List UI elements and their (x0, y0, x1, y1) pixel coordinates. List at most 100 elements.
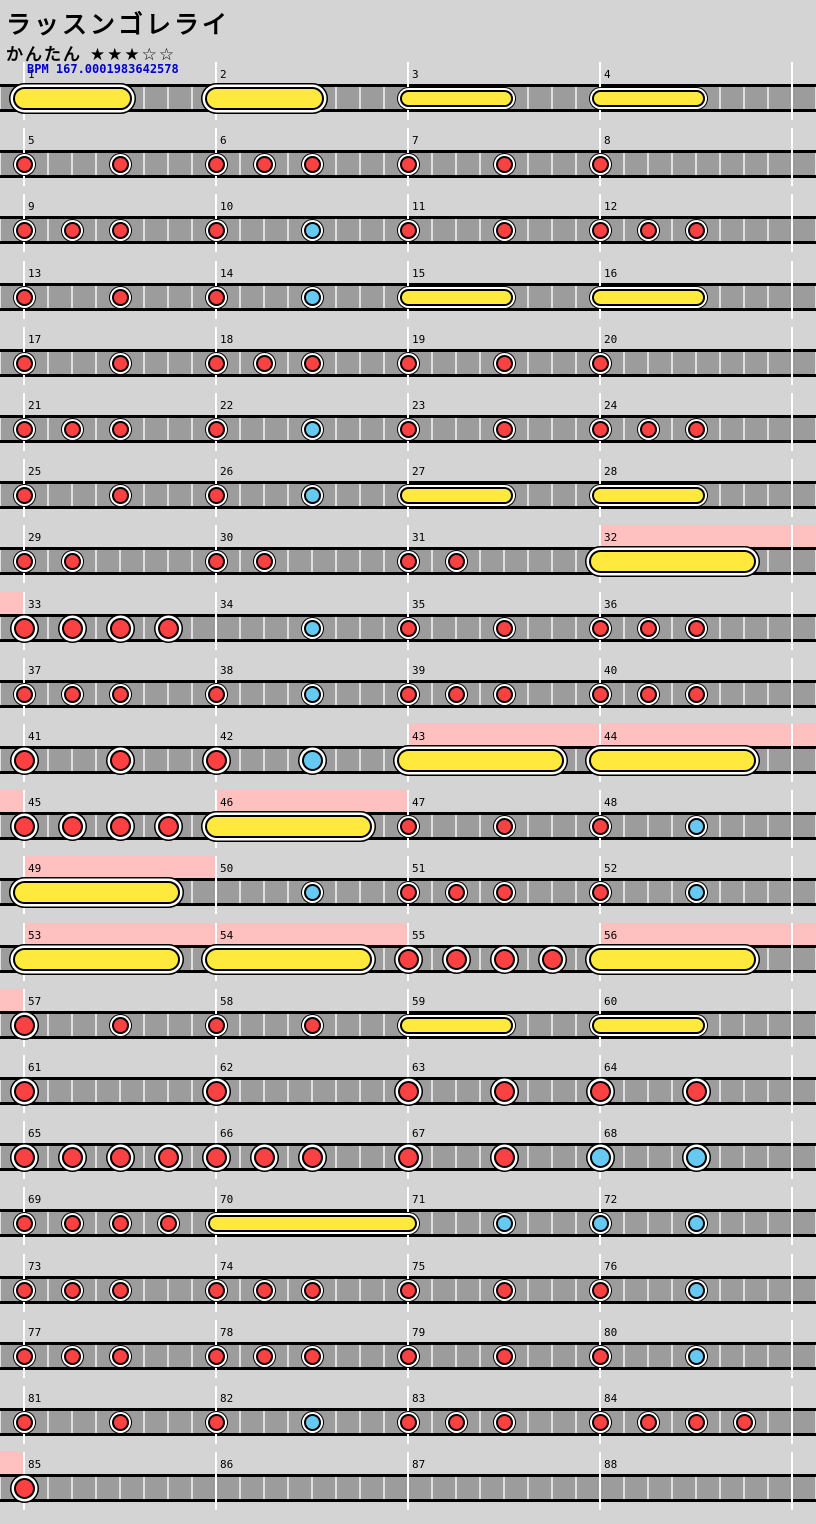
beat-line (383, 484, 385, 506)
don-note (639, 619, 657, 637)
beat-line (311, 1080, 313, 1102)
beat-line (767, 1411, 769, 1433)
beat-line (191, 815, 193, 837)
measure-number: 55 (412, 929, 426, 942)
measure-number: 47 (412, 796, 426, 809)
beat-line (623, 153, 625, 175)
don-note (303, 1281, 321, 1299)
don-note-big (109, 617, 131, 639)
beat-line (431, 1279, 433, 1301)
beat-line (191, 617, 193, 639)
beat-line (0, 219, 1, 241)
beat-line (167, 87, 169, 109)
don-note (399, 883, 417, 901)
beat-line (47, 352, 49, 374)
beat-line (551, 815, 553, 837)
gogo-time-strip (792, 923, 816, 945)
beat-line (767, 683, 769, 705)
beat-line (479, 1411, 481, 1433)
beat-line (359, 418, 361, 440)
beat-line (383, 1411, 385, 1433)
measure-number: 58 (220, 995, 234, 1008)
beat-line (551, 286, 553, 308)
don-note (15, 288, 33, 306)
don-note (687, 685, 705, 703)
beat-line (263, 617, 265, 639)
beat-line (671, 617, 673, 639)
don-note (591, 883, 609, 901)
don-note (207, 685, 225, 703)
measure-number: 67 (412, 1127, 426, 1140)
measure-number: 88 (604, 1458, 618, 1471)
beat-line (0, 1080, 1, 1102)
beat-line (143, 1212, 145, 1234)
beat-line (263, 1411, 265, 1433)
measure-line (791, 1452, 793, 1510)
beat-line (263, 219, 265, 241)
beat-line (239, 1080, 241, 1102)
beat-line (191, 286, 193, 308)
beat-line (503, 1477, 505, 1499)
beat-line (623, 881, 625, 903)
don-note (207, 354, 225, 372)
beat-line (767, 1345, 769, 1367)
don-note (207, 486, 225, 504)
beat-line (95, 550, 97, 572)
beat-line (647, 352, 649, 374)
beat-line (503, 550, 505, 572)
beat-line (335, 219, 337, 241)
don-note-big (205, 1146, 227, 1168)
beat-line (743, 815, 745, 837)
measure-line (215, 856, 217, 914)
beat-line (95, 153, 97, 175)
don-note (207, 552, 225, 570)
beat-line (263, 484, 265, 506)
don-note (111, 221, 129, 239)
beat-line (671, 1345, 673, 1367)
gogo-time-strip (600, 724, 792, 746)
beat-line (143, 87, 145, 109)
beat-line (0, 418, 1, 440)
beat-line (0, 1014, 1, 1036)
beat-line (575, 948, 577, 970)
beat-line (287, 352, 289, 374)
don-note (63, 685, 81, 703)
beat-line (335, 87, 337, 109)
don-note-big (61, 617, 83, 639)
gogo-time-strip (24, 923, 216, 945)
beat-line (287, 418, 289, 440)
measure-number: 87 (412, 1458, 426, 1471)
don-note-big (13, 1080, 35, 1102)
beat-line (671, 881, 673, 903)
beat-line (167, 683, 169, 705)
beat-line (239, 352, 241, 374)
beat-line (479, 1080, 481, 1102)
don-note (63, 1281, 81, 1299)
beat-line (767, 815, 769, 837)
beat-line (143, 1279, 145, 1301)
beat-line (767, 1080, 769, 1102)
beat-line (527, 683, 529, 705)
drumroll-big (588, 549, 756, 573)
measure-line (791, 923, 793, 981)
drumroll (399, 89, 513, 107)
beat-line (527, 286, 529, 308)
measure-line (791, 658, 793, 716)
beat-line (767, 1014, 769, 1036)
beat-line (383, 286, 385, 308)
beat-line (335, 286, 337, 308)
beat-line (359, 484, 361, 506)
beat-line (359, 87, 361, 109)
beat-line (431, 948, 433, 970)
measure-number: 29 (28, 531, 42, 544)
beat-line (455, 153, 457, 175)
beat-line (0, 815, 1, 837)
beat-line (167, 286, 169, 308)
beat-line (383, 948, 385, 970)
beat-line (479, 948, 481, 970)
don-note-big (13, 617, 35, 639)
beat-line (191, 1014, 193, 1036)
beat-line (743, 1080, 745, 1102)
beat-line (431, 881, 433, 903)
